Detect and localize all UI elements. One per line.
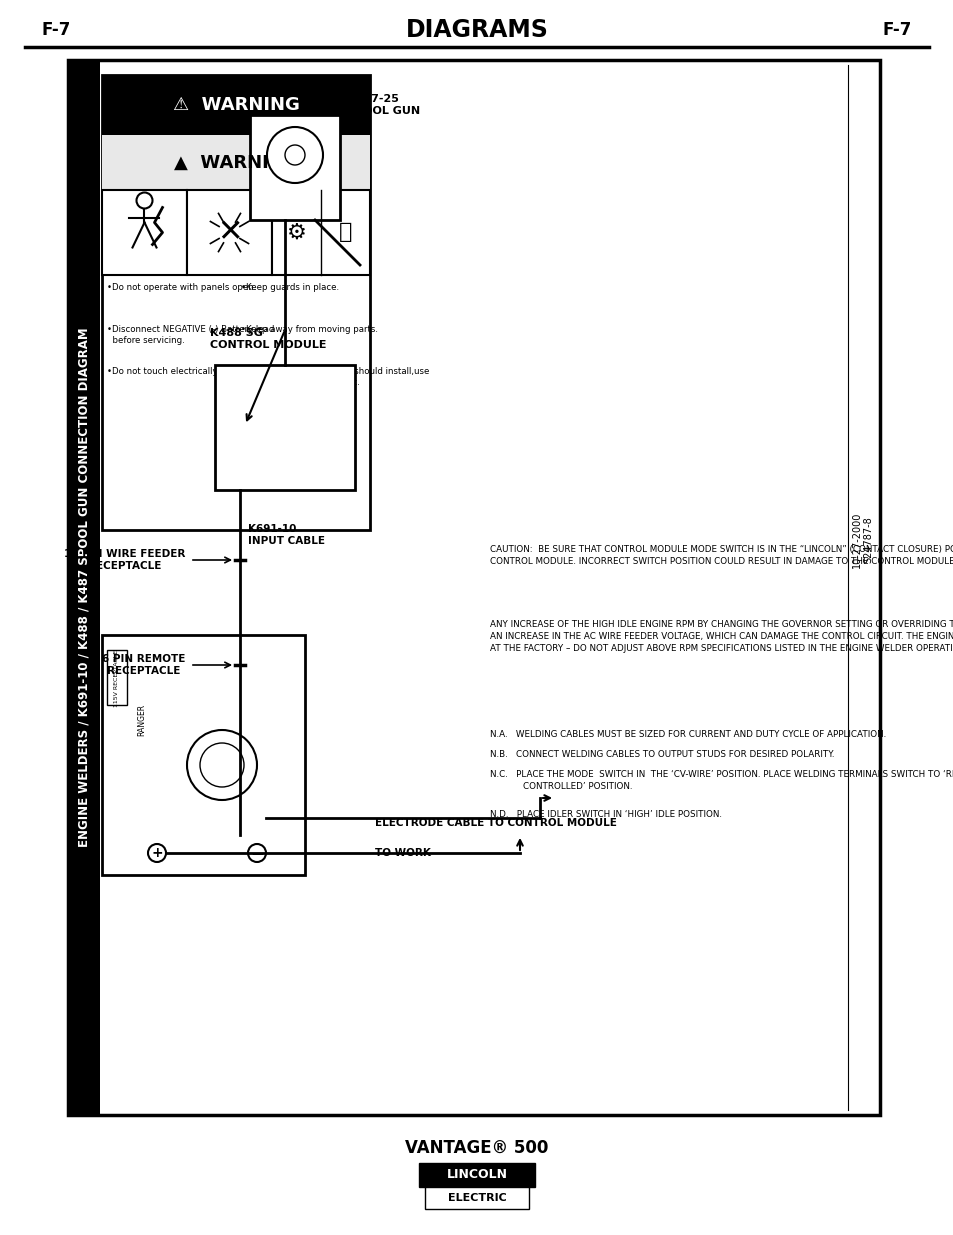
Bar (102, 190, 187, 275)
Text: ELECTRODE CABLE TO CONTROL MODULE: ELECTRODE CABLE TO CONTROL MODULE (375, 818, 617, 827)
Text: ✕: ✕ (216, 219, 242, 247)
Text: CAUTION:  BE SURE THAT CONTROL MODULE MODE SWITCH IS IN THE “LINCOLN” (CONTACT C: CAUTION: BE SURE THAT CONTROL MODULE MOD… (490, 545, 953, 566)
Text: ✋: ✋ (338, 222, 352, 242)
Text: VANTAGE® 500: VANTAGE® 500 (405, 1139, 548, 1157)
Text: 10-27-2000: 10-27-2000 (851, 511, 862, 568)
Text: N.A.   WELDING CABLES MUST BE SIZED FOR CURRENT AND DUTY CYCLE OF APPLICATION.: N.A. WELDING CABLES MUST BE SIZED FOR CU… (490, 730, 885, 739)
Text: N.D.   PLACE IDLER SWITCH IN ‘HIGH’ IDLE POSITION.: N.D. PLACE IDLER SWITCH IN ‘HIGH’ IDLE P… (490, 810, 721, 819)
Text: N.C.   PLACE THE MODE  SWITCH IN  THE ‘CV-WIRE’ POSITION. PLACE WELDING TERMINAL: N.C. PLACE THE MODE SWITCH IN THE ‘CV-WI… (490, 769, 953, 790)
Bar (107, 650, 127, 705)
Text: 6 PIN REMOTE
RECEPTACLE: 6 PIN REMOTE RECEPTACLE (102, 655, 185, 676)
Text: S24787-8: S24787-8 (862, 516, 872, 563)
Bar (424, 1187, 529, 1209)
Text: ⚠  WARNING: ⚠ WARNING (172, 96, 299, 114)
Text: •Disconnect NEGATIVE (-) Battery lead
  before servicing.: •Disconnect NEGATIVE (-) Battery lead be… (107, 325, 274, 345)
Text: •Keep away from moving parts.: •Keep away from moving parts. (241, 325, 377, 333)
Text: K487-25
SPOOL GUN: K487-25 SPOOL GUN (347, 94, 419, 116)
Bar (272, 190, 370, 275)
Text: •Only qualified personnel should install,use
  or service this equipment.: •Only qualified personnel should install… (241, 367, 429, 387)
Text: RANGER: RANGER (137, 704, 147, 736)
Circle shape (187, 730, 256, 800)
Text: 115V RECEPTACLE: 115V RECEPTACLE (114, 650, 119, 706)
Text: N.B.   CONNECT WELDING CABLES TO OUTPUT STUDS FOR DESIRED POLARITY.: N.B. CONNECT WELDING CABLES TO OUTPUT ST… (490, 750, 834, 760)
Bar (68, 61, 879, 1115)
Text: ⚙: ⚙ (286, 222, 306, 242)
Circle shape (267, 127, 323, 183)
Circle shape (285, 144, 305, 165)
Text: K488 SG
CONTROL MODULE: K488 SG CONTROL MODULE (210, 329, 326, 350)
Text: ▲  WARNING: ▲ WARNING (173, 154, 298, 172)
Bar (102, 75, 370, 135)
Bar (214, 366, 355, 490)
Text: +: + (151, 846, 163, 860)
Text: ENGINE WELDERS / K691-10 / K488 / K487 SPOOL GUN CONNECTION DIAGRAM: ENGINE WELDERS / K691-10 / K488 / K487 S… (77, 327, 91, 847)
Bar (102, 635, 305, 876)
Circle shape (136, 193, 152, 209)
Text: F-7: F-7 (42, 21, 71, 40)
Text: 14 PIN WIRE FEEDER
RECEPTACLE: 14 PIN WIRE FEEDER RECEPTACLE (64, 550, 185, 571)
Text: F-7: F-7 (882, 21, 911, 40)
Text: K691-10
INPUT CABLE: K691-10 INPUT CABLE (248, 524, 325, 546)
Text: LINCOLN: LINCOLN (446, 1168, 507, 1182)
Bar (250, 115, 339, 220)
Circle shape (200, 743, 244, 787)
Bar (68, 61, 100, 1115)
Text: ANY INCREASE OF THE HIGH IDLE ENGINE RPM BY CHANGING THE GOVERNOR SETTING OR OVE: ANY INCREASE OF THE HIGH IDLE ENGINE RPM… (490, 620, 953, 652)
Bar (102, 75, 370, 530)
Circle shape (148, 844, 166, 862)
Text: −: − (250, 844, 264, 862)
Bar (187, 190, 272, 275)
Text: •Keep guards in place.: •Keep guards in place. (241, 283, 338, 291)
Text: TO WORK: TO WORK (375, 848, 431, 858)
Text: •Do not touch electrically live parts.: •Do not touch electrically live parts. (107, 367, 263, 375)
Text: ELECTRIC: ELECTRIC (447, 1193, 506, 1203)
Bar (102, 135, 370, 190)
Bar (418, 1163, 535, 1187)
Text: •Do not operate with panels open.: •Do not operate with panels open. (107, 283, 256, 291)
Text: DIAGRAMS: DIAGRAMS (405, 19, 548, 42)
Circle shape (248, 844, 266, 862)
